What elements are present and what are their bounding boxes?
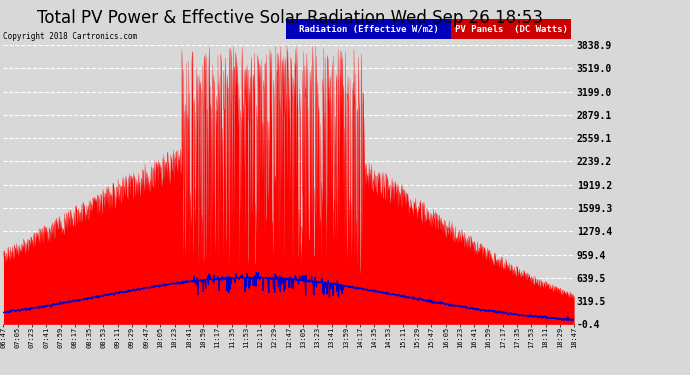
Text: PV Panels  (DC Watts): PV Panels (DC Watts) (455, 25, 567, 34)
Text: Total PV Power & Effective Solar Radiation Wed Sep 26 18:53: Total PV Power & Effective Solar Radiati… (37, 9, 543, 27)
Text: Copyright 2018 Cartronics.com: Copyright 2018 Cartronics.com (3, 32, 137, 41)
Text: Radiation (Effective W/m2): Radiation (Effective W/m2) (299, 25, 438, 34)
